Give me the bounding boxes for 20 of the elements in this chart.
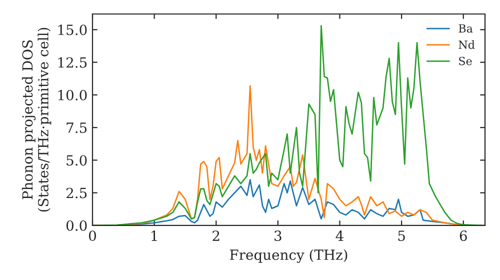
legend-label: Ba (458, 24, 473, 33)
y-tick-label: 2.5 (66, 188, 87, 198)
x-axis-title: Frequency (THz) (230, 249, 348, 263)
x-tick-label: 0 (88, 230, 96, 242)
y-tick-label: 0.0 (66, 220, 87, 231)
y-tick-label: 10.0 (58, 90, 87, 100)
legend-label: Se (459, 56, 472, 66)
legend-label: Nd (458, 40, 475, 49)
line-series (92, 25, 483, 226)
y-tick-label: 12.5 (58, 57, 87, 68)
x-tick-label: 4 (336, 230, 344, 241)
x-tick-label: 5 (398, 230, 405, 242)
x-tick-label: 1 (152, 230, 157, 241)
x-tick-label: 2 (212, 230, 220, 241)
y-tick-label: 15.0 (58, 24, 87, 36)
x-tick-label: 6 (460, 230, 467, 242)
y-tick-label: 7.5 (66, 122, 87, 134)
x-tick-label: 3 (274, 230, 282, 242)
y-axis-title: Phonon projected DOS (States/THz·primitive cell) (22, 28, 52, 212)
y-tick-label: 5.0 (66, 155, 87, 166)
